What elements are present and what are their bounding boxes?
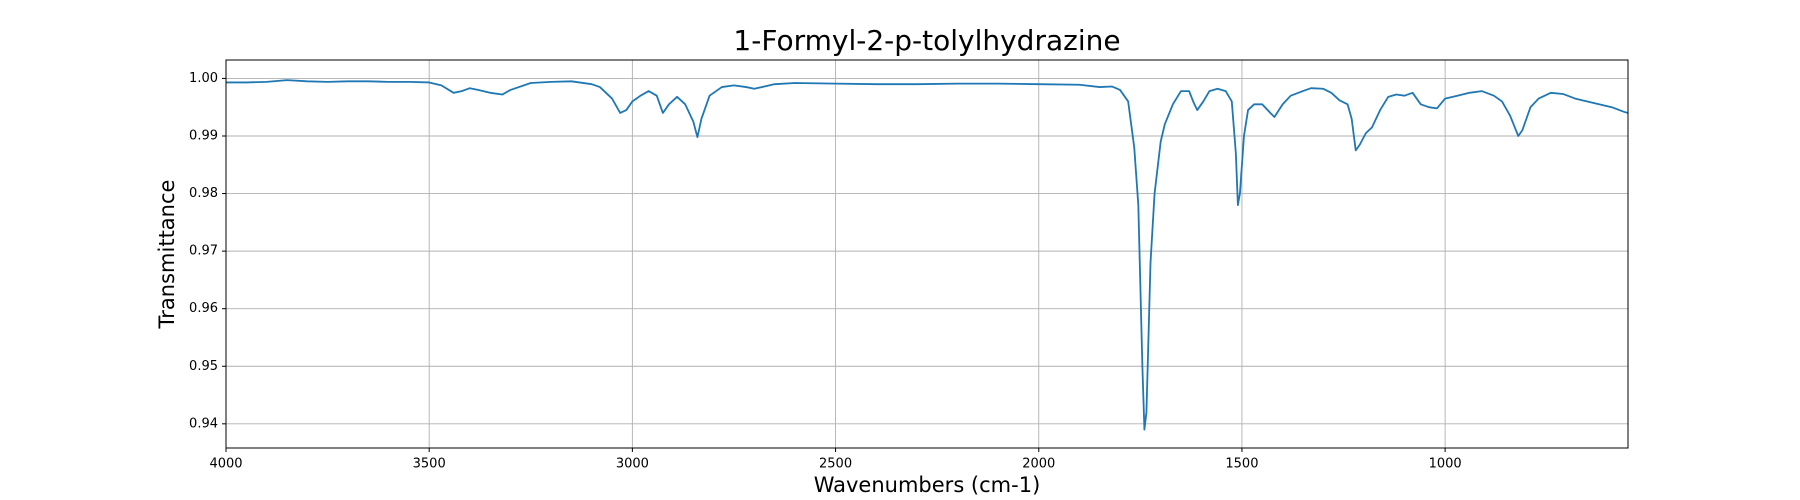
x-tick-label: 4000 — [209, 457, 242, 472]
y-tick-label: 0.96 — [189, 301, 218, 316]
y-tick-label: 1.00 — [189, 71, 218, 86]
y-tick-label: 0.98 — [189, 186, 218, 201]
x-tick-label: 3500 — [413, 457, 446, 472]
y-tick-label: 0.95 — [189, 359, 218, 374]
spectrum-line — [226, 79, 1629, 431]
x-tick-label: 1000 — [1429, 457, 1462, 472]
x-tick-label: 2000 — [1022, 457, 1055, 472]
chart-title: 1-Formyl-2-p-tolylhydrazine — [733, 24, 1120, 57]
y-tick-label: 0.94 — [189, 416, 218, 431]
plot-frame — [225, 59, 1629, 449]
x-tick-label: 3000 — [616, 457, 649, 472]
y-tick-label: 0.99 — [189, 128, 218, 143]
x-tick-label: 2500 — [819, 457, 852, 472]
y-tick-label: 0.97 — [189, 244, 218, 259]
x-axis-label: Wavenumbers (cm-1) — [814, 473, 1041, 497]
x-tick-label: 1500 — [1225, 457, 1258, 472]
y-axis-label: Transmittance — [155, 180, 179, 330]
